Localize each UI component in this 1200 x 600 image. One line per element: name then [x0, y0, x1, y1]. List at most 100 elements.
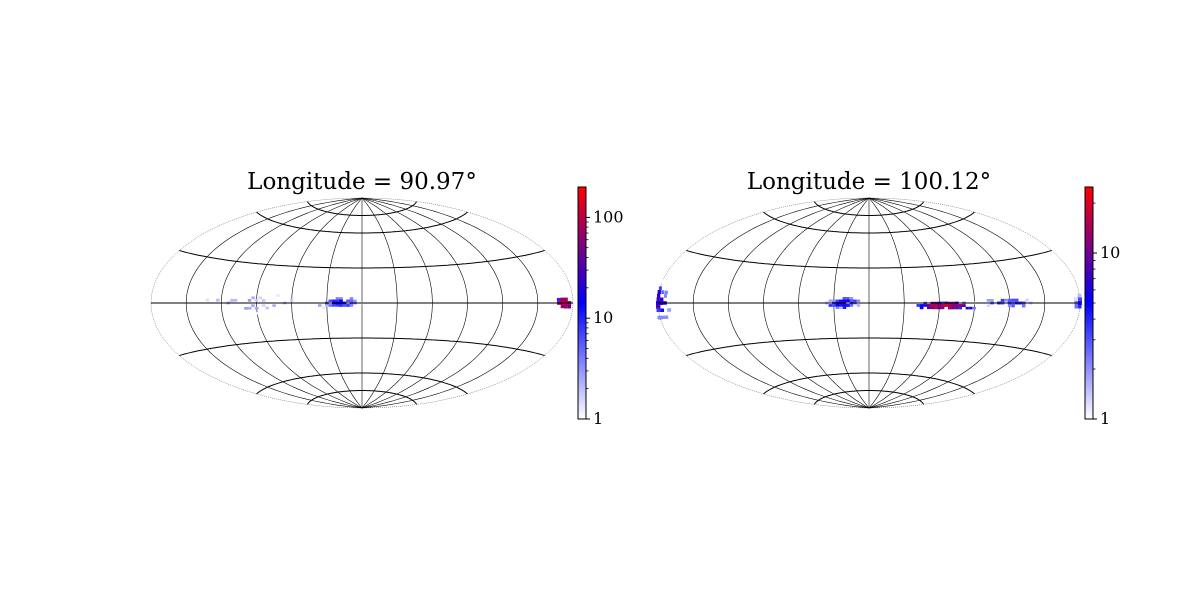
density-cell: [567, 304, 571, 309]
colorbar-tick-label: 10: [1100, 243, 1120, 262]
density-cell: [958, 304, 963, 307]
density-cell: [842, 306, 847, 309]
density-cell: [556, 297, 561, 302]
density-cell: [276, 294, 280, 297]
density-cell: [339, 299, 343, 302]
density-cell: [332, 304, 336, 307]
density-cell: [254, 306, 259, 310]
density-cell: [846, 304, 850, 307]
density-cell: [339, 297, 343, 300]
density-cell: [342, 304, 347, 307]
density-cell: [346, 299, 350, 302]
density-cell: [976, 304, 980, 307]
density-cell: [339, 304, 343, 307]
density-cell: [846, 299, 850, 302]
graticule-1: [150, 197, 574, 409]
density-cell: [923, 304, 927, 307]
density-cell: [658, 286, 662, 291]
density-cell: [205, 298, 210, 302]
colorbar-2-bar: [1084, 186, 1094, 420]
density-cell: [335, 299, 340, 302]
density-cell: [1000, 298, 1005, 302]
density-cell: [951, 306, 955, 310]
density-cell: [849, 304, 854, 307]
density-cell: [318, 304, 322, 307]
density-cell: [321, 306, 326, 310]
density-cell: [251, 304, 255, 307]
colorbar-2: 1 10: [1084, 186, 1120, 428]
density-cell: [560, 297, 565, 302]
density-cell: [849, 299, 854, 302]
density-cell: [839, 306, 843, 309]
density-cell: [1007, 304, 1012, 308]
density-cell: [328, 299, 333, 302]
density-cell: [853, 299, 857, 302]
density-cell: [986, 304, 991, 307]
density-cell: [664, 294, 667, 298]
density-cell: [958, 306, 962, 310]
parallel-line: [256, 211, 468, 234]
density-cell: [664, 290, 668, 295]
density-cell: [349, 304, 354, 307]
density-cell: [328, 304, 333, 307]
density-cell: [657, 290, 661, 294]
density-cell: [560, 304, 564, 309]
density-cell: [660, 297, 664, 302]
colorbar-1: 1 10 100: [577, 186, 624, 428]
density-cell: [251, 296, 255, 300]
colorbar-1-bar: [577, 186, 587, 420]
density-cell: [247, 307, 252, 310]
density-cell: [300, 299, 304, 302]
density-cell: [1074, 304, 1078, 309]
density-cell: [937, 306, 941, 310]
density-cell: [661, 315, 666, 319]
parallel-line: [256, 372, 468, 395]
density-cell: [983, 299, 987, 302]
density-cell: [930, 304, 934, 307]
density-cell: [290, 299, 294, 302]
density-cell: [656, 308, 661, 312]
density-cell: [828, 299, 833, 302]
density-cell: [941, 304, 945, 307]
density-cell: [261, 304, 266, 307]
density-cell: [335, 297, 340, 300]
density-cell: [564, 304, 568, 309]
density-cell: [356, 306, 361, 309]
density-cell: [983, 296, 987, 299]
density-cell: [849, 297, 854, 300]
map-title-1: Longitude = 90.97°: [247, 169, 477, 195]
density-cell: [1004, 298, 1008, 302]
density-cell: [832, 299, 836, 302]
density-cell: [273, 291, 277, 295]
density-cell: [241, 293, 245, 297]
map-title-2: Longitude = 100.12°: [747, 169, 991, 195]
density-cell: [261, 299, 266, 302]
density-cell: [1078, 297, 1082, 302]
density-cell: [668, 315, 673, 319]
density-cell: [944, 304, 948, 307]
density-cell: [986, 299, 991, 302]
density-cell: [332, 299, 336, 302]
density-cell: [856, 299, 861, 302]
density-cell: [656, 304, 661, 309]
density-cell: [832, 304, 836, 307]
density-cell: [846, 297, 850, 300]
density-cell: [1011, 298, 1015, 302]
density-cell: [948, 304, 952, 307]
density-cell: [927, 304, 931, 307]
density-cell: [661, 290, 665, 295]
density-cell: [937, 304, 942, 307]
map-panel-1: Longitude = 90.97°: [150, 169, 574, 409]
density-cell: [828, 304, 833, 307]
density-cell: [972, 306, 976, 310]
density-cell: [254, 299, 259, 302]
parallel-line: [686, 250, 1052, 269]
density-cell: [230, 298, 234, 302]
density-cell: [856, 304, 861, 307]
parallel-line: [813, 201, 925, 216]
density-cell: [1011, 304, 1015, 308]
density-cell: [272, 304, 276, 307]
density-cell: [657, 315, 663, 320]
density-cell: [916, 304, 920, 307]
